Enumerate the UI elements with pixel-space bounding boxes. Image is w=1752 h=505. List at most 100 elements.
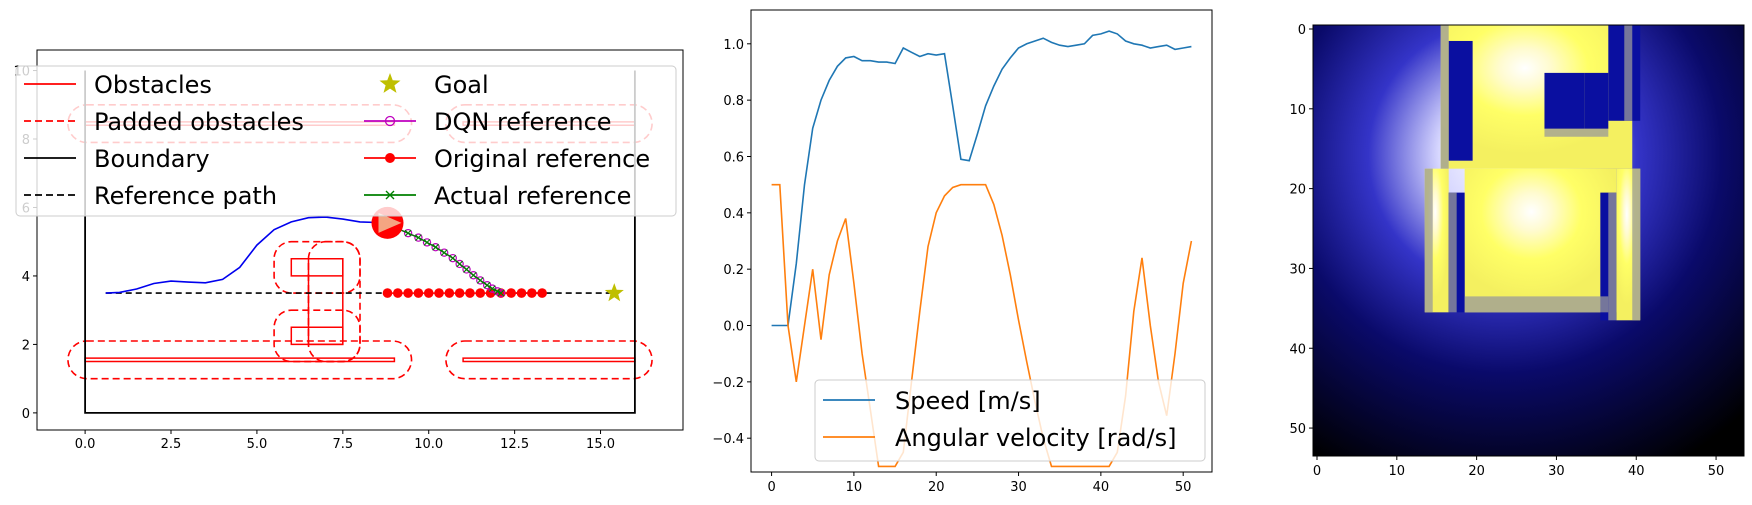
legend-handle-marker [385,153,395,163]
original-reference-point [382,288,393,298]
heatmap-edge-2 [1424,168,1433,313]
robot-heading-arrow [378,212,402,233]
velocity-y-tick-label: 1.0 [723,38,744,53]
original-reference-point [506,288,516,298]
heatmap-edge-4 [1464,296,1609,313]
legend-handle-marker [384,115,396,127]
legend-handle-marker [385,190,395,200]
velocity-x-tick-label: 10 [846,480,863,495]
velocity-plot: 0 10 20 30 40 50 −0.4 −0.2 0.0 0.2 0.4 0.6 0.8 1.0 Sp… [712,9,1213,495]
heatmap-edge-3 [1448,192,1457,313]
heatmap-y-tick-label: 50 [1289,422,1306,437]
traveled-path-line [105,216,388,294]
actual-reference-point [449,254,457,262]
actual-reference-point [404,229,412,237]
heatmap-x-tick-label: 0 [1313,464,1321,479]
legend-goal-star [379,73,401,93]
boundary-line [84,70,636,414]
velocity-y-tick-label: 0.4 [723,207,744,222]
map-legend: Obstacles Padded obstacles Boundary Referen… [15,65,677,217]
velocity-legend: Speed [m/s] Angular velocity [rad/s] [814,379,1206,462]
map-x-tick-label: 7.5 [332,437,353,452]
actual-reference-point [483,281,491,289]
original-reference-point [475,288,486,298]
heatmap-edge-5 [1608,192,1617,321]
original-reference-point [403,288,413,298]
dqn-reference-point [439,248,449,257]
heatmap-x-tick-label: 50 [1708,464,1725,479]
dqn-reference-point [476,276,485,285]
map-x-tick-label: 0.0 [75,437,96,452]
heatmap-plot: 0 10 20 30 40 50 0 10 20 30 40 50 [1289,23,1745,479]
map-y-tick-label: 0 [22,407,30,422]
heatmap-axes-frame [1312,24,1745,457]
map-legend-label: Actual reference [434,182,631,210]
original-reference-point [444,288,455,298]
dqn-reference-point [462,265,471,274]
original-reference-point [454,288,465,298]
map-legend-label: Padded obstacles [94,108,304,136]
velocity-x-tick-label: 50 [1175,480,1192,495]
original-reference-point [537,288,547,298]
actual-reference-point [432,243,439,251]
map-legend-box [15,65,677,217]
actual-reference-point [470,271,477,279]
heatmap-hole-2 [1448,40,1473,161]
velocity-y-tick-label: 0.0 [723,320,744,335]
heatmap-hole-5 [1584,72,1609,129]
heatmap-y-tick-label: 20 [1289,183,1306,198]
heatmap-edge-0 [1440,25,1449,169]
velocity-y-tick-label: −0.4 [712,432,744,447]
actual-reference-point [463,266,470,273]
dqn-reference-point [403,228,413,238]
heatmap-x-tick-label: 20 [1468,464,1485,479]
dqn-reference-point [431,242,440,252]
velocity-x-tick-label: 30 [1010,480,1027,495]
map-plot: 0.02.55.07.510.012.515.00246810 Obstacle… [13,49,684,452]
dqn-reference-point [414,233,423,242]
velocity-y-tick-label: 0.6 [723,150,744,165]
heatmap-x-tick-label: 10 [1389,464,1406,479]
map-x-tick-label: 2.5 [161,437,182,452]
map-legend-label: Boundary [94,145,210,173]
actual-reference-point [494,287,501,295]
velocity-x-tick-label: 40 [1093,480,1110,495]
velocity-x-tick-label: 0 [767,480,775,495]
map-legend-label: DQN reference [434,108,612,136]
obstacle-6 [290,258,344,277]
heatmap-edge-1 [1624,25,1633,121]
heatmap-x-tick-label: 30 [1548,464,1565,479]
dqn-reference-point [469,271,478,280]
map-y-tick-label: 4 [22,270,30,285]
actual-reference-point [440,249,448,257]
actual-reference-point [488,285,496,293]
dqn-reference-point [422,238,432,247]
padded-obstacle-1 [445,340,653,380]
free-region-band-1 [1464,168,1617,313]
map-y-tick-label: 2 [22,338,30,353]
map-x-tick-label: 5.0 [247,437,268,452]
actual-reference-point [456,260,464,268]
dqn-reference-point [455,259,464,269]
actual-reference-point [497,289,505,297]
heatmap-y-tick-label: 30 [1289,262,1306,277]
original-reference-point [527,288,537,298]
heatmap-edge-6 [1632,168,1641,321]
heatmap-y-tick-label: 0 [1298,23,1306,38]
heatmap-y-tick-label: 40 [1289,342,1306,357]
velocity-y-tick-label: −0.2 [712,376,744,391]
velocity-y-tick-label: 0.2 [723,263,744,278]
map-x-tick-label: 10.0 [414,437,443,452]
map-legend-label: Goal [434,71,489,99]
heatmap-hole-4 [1544,72,1585,129]
actual-reference-point [415,234,422,241]
original-reference-point [413,288,424,298]
map-legend-label: Reference path [94,182,277,210]
map-x-tick-label: 15.0 [586,437,615,452]
velocity-x-tick-label: 20 [928,480,945,495]
original-reference-point [465,288,475,298]
padded-obstacle-0 [67,340,413,380]
original-reference-point [423,288,434,298]
dqn-reference-point [448,253,457,263]
